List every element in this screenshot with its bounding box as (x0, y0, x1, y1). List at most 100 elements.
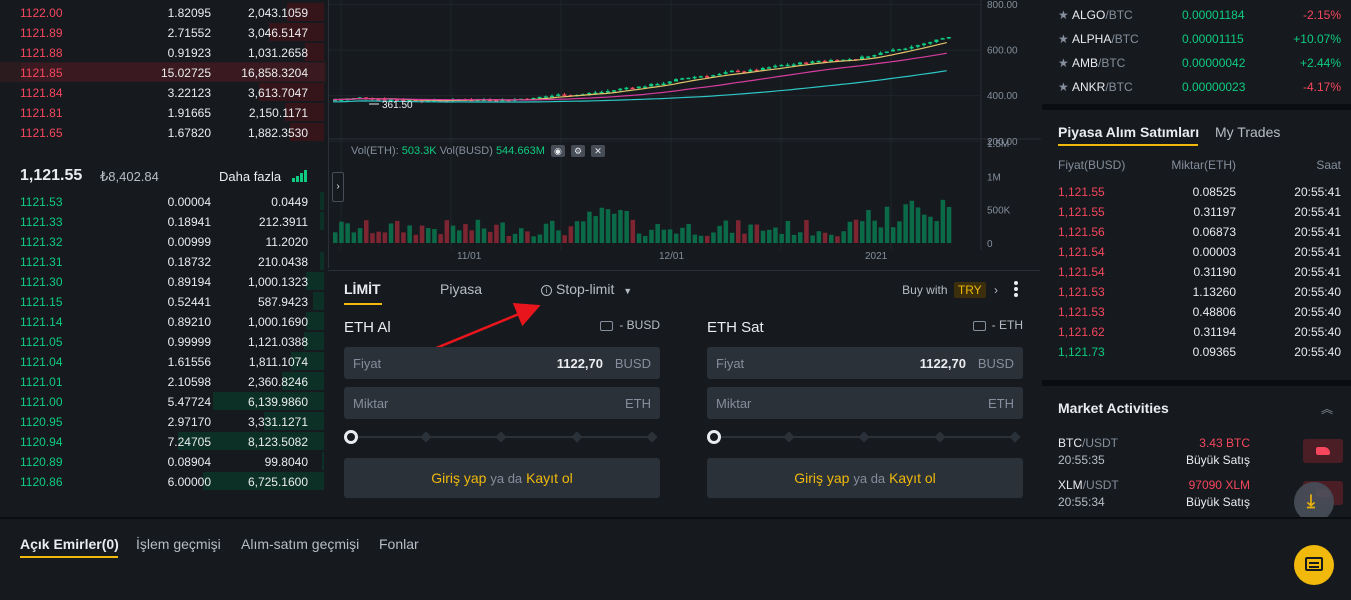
volume-bar[interactable] (767, 229, 772, 243)
volume-bar[interactable] (742, 233, 747, 243)
buy-slider-handle[interactable] (344, 430, 358, 444)
bid-row[interactable]: 1121.33 0.18941 212.3911 (0, 211, 326, 231)
expand-arrow-icon[interactable]: › (332, 172, 344, 202)
volume-bar[interactable] (891, 227, 896, 243)
buy-price-value[interactable]: 1122,70 (556, 356, 603, 371)
volume-bar[interactable] (364, 220, 369, 243)
volume-bar[interactable] (481, 228, 487, 243)
candle[interactable] (643, 86, 647, 88)
volume-bar[interactable] (618, 209, 623, 243)
candle[interactable] (884, 51, 889, 54)
volume-bar[interactable] (333, 232, 338, 243)
volume-bar[interactable] (661, 229, 667, 243)
candle[interactable] (333, 99, 337, 102)
candle[interactable] (680, 78, 685, 80)
volume-bar[interactable] (345, 223, 350, 243)
tab-funds[interactable]: Fonlar (379, 536, 419, 552)
volume-bar[interactable] (779, 233, 784, 243)
volume-bar[interactable] (556, 230, 561, 243)
volume-bar[interactable] (382, 232, 388, 243)
sell-slider-handle[interactable] (707, 430, 721, 444)
candle[interactable] (500, 99, 505, 102)
candle[interactable] (711, 75, 716, 77)
volume-bar[interactable] (630, 219, 636, 243)
volume-bar[interactable] (438, 234, 443, 243)
buy-with-link[interactable]: Buy with TRY › (902, 282, 998, 298)
volume-bar[interactable] (612, 213, 617, 243)
candle[interactable] (587, 93, 592, 95)
candle[interactable] (810, 61, 815, 64)
volume-bar[interactable] (698, 235, 704, 243)
volume-bar[interactable] (605, 209, 611, 243)
star-icon[interactable]: ★ (1058, 32, 1069, 46)
volume-bar[interactable] (785, 220, 791, 243)
volume-bar[interactable] (760, 230, 766, 243)
bid-row[interactable]: 1121.31 0.18732 210.0438 (0, 251, 326, 271)
close-icon[interactable]: ✕ (591, 145, 606, 158)
candle[interactable] (531, 97, 536, 100)
candle[interactable] (767, 67, 771, 69)
candle[interactable] (922, 43, 926, 46)
bid-row[interactable]: 1120.95 2.97170 3,331.1271 (0, 411, 326, 431)
volume-bar[interactable] (413, 234, 419, 243)
sell-price-field[interactable]: Fiyat 1122,70 BUSD (707, 347, 1023, 379)
volume-bar[interactable] (593, 216, 598, 243)
tab-my-trades[interactable]: My Trades (1215, 124, 1281, 140)
bid-row[interactable]: 1121.05 0.99999 1,121.0388 (0, 331, 326, 351)
volume-bar[interactable] (543, 223, 549, 243)
more-options-icon[interactable] (1014, 281, 1018, 297)
candle[interactable] (692, 76, 697, 79)
candle[interactable] (946, 36, 951, 39)
candle[interactable] (562, 94, 567, 96)
volume-bar[interactable] (773, 227, 778, 243)
ask-row[interactable]: 1121.81 1.91665 2,150.1171 (0, 102, 326, 122)
volume-bar[interactable] (680, 227, 685, 243)
volume-bar[interactable] (922, 214, 927, 243)
candle[interactable] (401, 99, 406, 102)
candle[interactable] (494, 100, 499, 102)
register-link[interactable]: Kayıt ol (889, 470, 936, 486)
volume-bar[interactable] (798, 232, 803, 243)
sell-price-value[interactable]: 1122,70 (919, 356, 966, 371)
candle[interactable] (407, 99, 412, 102)
candle[interactable] (754, 69, 759, 72)
volume-bar[interactable] (643, 235, 648, 243)
volume-bar[interactable] (748, 224, 753, 243)
volume-bar[interactable] (636, 233, 642, 243)
candle[interactable] (655, 83, 660, 86)
candle[interactable] (556, 94, 561, 96)
ask-row[interactable]: 1121.85 15.02725 16,858.3204 (0, 62, 326, 82)
volume-bar[interactable] (934, 221, 939, 243)
candle[interactable] (376, 99, 381, 101)
tab-market-trades[interactable]: Piyasa Alım Satımları (1058, 124, 1200, 140)
volume-bar[interactable] (754, 224, 760, 243)
ask-row[interactable]: 1121.65 1.67820 1,882.3530 (0, 122, 326, 142)
price-chart[interactable]: 800.00 600.00 400.00 200.00 1.5M 1M 500K 0 361.5… (328, 0, 1041, 268)
buy-price-field[interactable]: Fiyat 1122,70 BUSD (344, 347, 660, 379)
volume-bar[interactable] (692, 234, 698, 243)
activity-item[interactable]: BTC/USDT 20:55:35 3.43 BTC Büyük Satış (1042, 436, 1351, 476)
volume-bar[interactable] (897, 221, 902, 243)
candle[interactable] (618, 88, 623, 91)
candle[interactable] (773, 65, 778, 68)
candle[interactable] (940, 38, 945, 40)
candle[interactable] (630, 87, 635, 90)
bid-row[interactable]: 1121.04 1.61556 1,811.1074 (0, 351, 326, 371)
star-icon[interactable]: ★ (1058, 80, 1069, 94)
candle[interactable] (636, 86, 641, 89)
volume-bar[interactable] (909, 200, 915, 243)
candle[interactable] (878, 52, 883, 56)
candle[interactable] (866, 56, 871, 58)
eye-icon[interactable]: ◉ (550, 145, 565, 158)
volume-bar[interactable] (810, 235, 815, 243)
buy-login-button[interactable]: Giriş yap ya da Kayıt ol (344, 458, 660, 498)
candle[interactable] (928, 42, 933, 44)
volume-bar[interactable] (469, 230, 474, 243)
volume-bar[interactable] (562, 235, 567, 243)
volume-bar[interactable] (351, 232, 357, 243)
volume-bar[interactable] (370, 233, 375, 243)
volume-bar[interactable] (488, 231, 493, 243)
candle[interactable] (599, 91, 604, 94)
candle[interactable] (593, 92, 598, 95)
candle[interactable] (748, 69, 753, 72)
